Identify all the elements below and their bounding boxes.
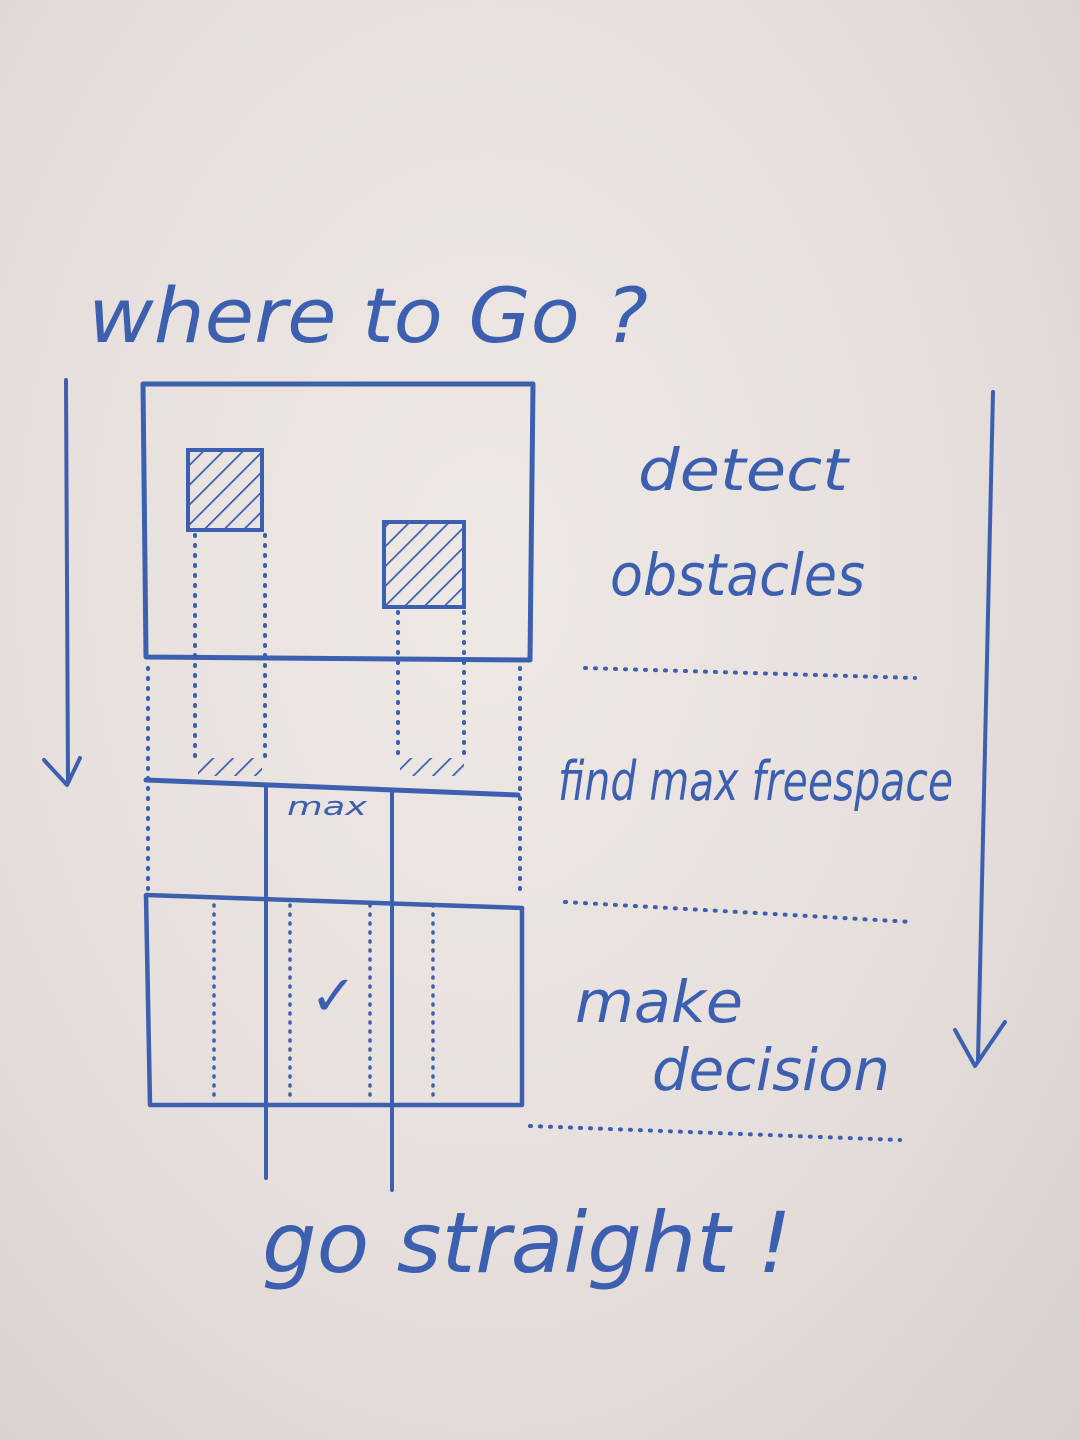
step-separator-2 xyxy=(563,900,914,924)
right-flow-arrow xyxy=(953,390,1007,1068)
freespace-band xyxy=(143,666,522,892)
checkmark-icon: ✓ xyxy=(310,964,357,1029)
left-flow-arrow xyxy=(42,378,82,787)
max-label: max xyxy=(287,792,368,822)
obstacle-footprint-right xyxy=(400,758,464,776)
step-decision-line1: make xyxy=(575,968,743,1036)
step-detect-line1: detect xyxy=(638,436,851,504)
obstacle-left xyxy=(186,448,264,532)
step-decision-line2: decision xyxy=(652,1036,890,1104)
obstacle-footprint-left xyxy=(198,758,262,776)
obstacle-right xyxy=(382,520,466,609)
step-separator-1 xyxy=(583,666,917,680)
step-detect-line2: obstacles xyxy=(610,541,865,609)
max-freespace-columns xyxy=(264,785,394,1192)
diagram-title: where to Go ? xyxy=(88,271,648,360)
step-separator-3 xyxy=(528,1124,902,1142)
obstacle-projections xyxy=(193,533,466,762)
decision-frame xyxy=(143,892,525,1108)
detect-obstacles-frame xyxy=(140,381,536,663)
conclusion-text: go straight ! xyxy=(262,1194,792,1292)
step-freespace-label: find max freespace xyxy=(558,750,953,813)
